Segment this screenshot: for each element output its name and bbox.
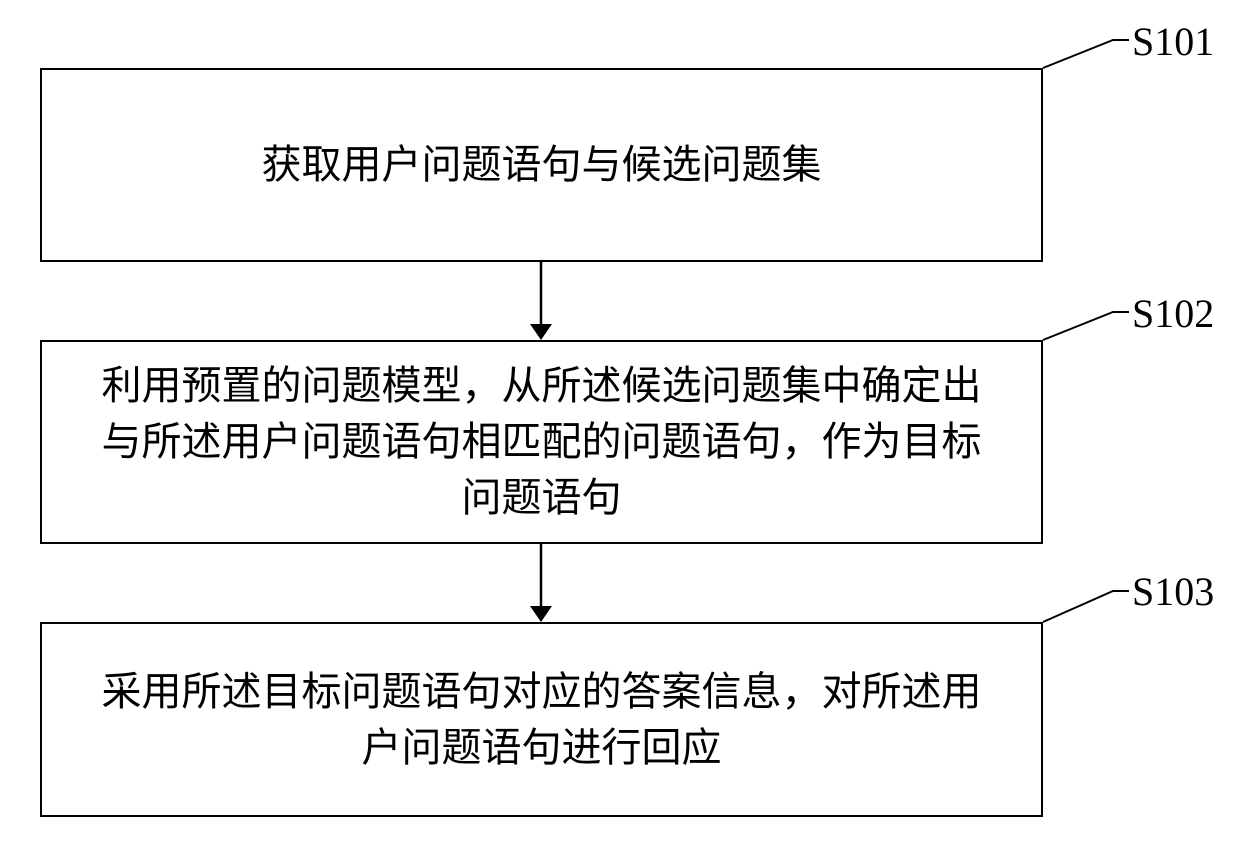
- step-box-s103: 采用所述目标问题语句对应的答案信息，对所述用户问题语句进行回应: [40, 622, 1043, 817]
- step-box-s101: 获取用户问题语句与候选问题集: [40, 68, 1043, 262]
- step-label-s101: S101: [1132, 18, 1214, 65]
- step-text: 获取用户问题语句与候选问题集: [262, 137, 822, 193]
- flowchart-canvas: 获取用户问题语句与候选问题集 S101 利用预置的问题模型，从所述候选问题集中确…: [0, 0, 1239, 860]
- step-text: 利用预置的问题模型，从所述候选问题集中确定出与所述用户问题语句相匹配的问题语句，…: [82, 358, 1001, 526]
- step-label-s103: S103: [1132, 568, 1214, 615]
- step-box-s102: 利用预置的问题模型，从所述候选问题集中确定出与所述用户问题语句相匹配的问题语句，…: [40, 340, 1043, 544]
- step-text: 采用所述目标问题语句对应的答案信息，对所述用户问题语句进行回应: [82, 664, 1001, 776]
- step-label-s102: S102: [1132, 290, 1214, 337]
